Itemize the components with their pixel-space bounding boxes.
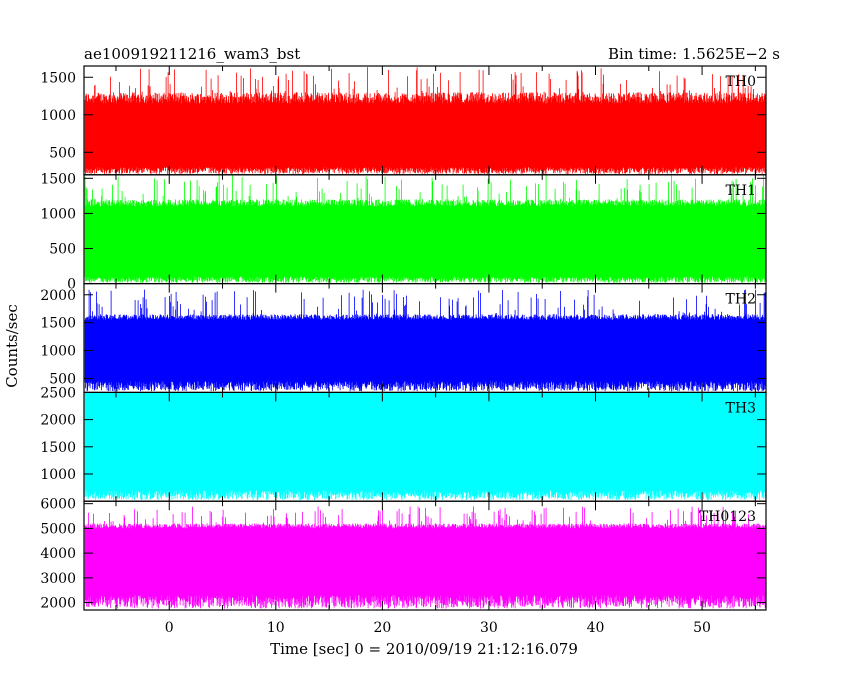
series-line-th0123: [84, 506, 766, 609]
chart-title: ae100919211216_wam3_bst: [84, 45, 300, 63]
panel-th2: 500 1000 1500 2000 TH2: [40, 283, 767, 394]
y-tick-label: 2000: [40, 288, 76, 304]
y-tick-label: 6000: [40, 497, 76, 513]
x-tick-label: 20: [373, 620, 391, 636]
series-line-th2: [84, 289, 766, 392]
y-axis-label: Counts/sec: [3, 304, 21, 388]
x-axis-label: Time [sec] 0 = 2010/09/19 21:12:16.079: [270, 640, 578, 658]
x-tick-label: 0: [165, 620, 174, 636]
y-tick-label: 3000: [40, 571, 76, 587]
y-tick-label: 1000: [40, 467, 76, 483]
panel-name-th2: TH2: [726, 292, 756, 308]
series-line-th3: [84, 392, 766, 501]
y-tick-label: 1500: [40, 316, 76, 332]
x-tick-label: 50: [693, 620, 711, 636]
y-tick-label: 5000: [40, 521, 76, 537]
y-tick-label: 1500: [40, 171, 76, 187]
series-line-th1: [84, 175, 766, 283]
y-tick-label: 1500: [40, 440, 76, 456]
x-tick-label: 40: [587, 620, 605, 636]
panel-name-th0123: TH0123: [699, 509, 756, 525]
panel-name-th1: TH1: [726, 183, 756, 199]
y-tick-label: 2500: [40, 385, 76, 401]
series-line-th0: [84, 67, 766, 174]
y-tick-label: 0: [67, 277, 76, 293]
x-tick-label: 10: [267, 620, 285, 636]
y-tick-label: 1000: [40, 108, 76, 124]
panel-th1: 0 500 1000 1500 TH1: [40, 171, 767, 293]
panel-name-th0: TH0: [726, 74, 756, 90]
panel-th3: 1000 1500 2000 2500 TH3: [40, 385, 767, 502]
y-tick-label: 1500: [40, 70, 76, 86]
x-tick-label: 30: [480, 620, 498, 636]
panel-th0123: 2000 3000 4000 5000 6000 TH0123: [40, 497, 767, 612]
panel-th0: 500 1000 1500 TH0: [40, 65, 767, 176]
panel-name-th3: TH3: [726, 400, 756, 416]
y-tick-label: 2000: [40, 596, 76, 612]
bin-time-label: Bin time: 1.5625E−2 s: [608, 45, 780, 63]
y-tick-label: 2000: [40, 413, 76, 429]
y-tick-label: 500: [49, 242, 76, 258]
y-tick-label: 1000: [40, 344, 76, 360]
y-tick-label: 500: [49, 145, 76, 161]
y-tick-label: 500: [49, 371, 76, 387]
y-tick-label: 1000: [40, 206, 76, 222]
y-tick-label: 4000: [40, 546, 76, 562]
panel-frame: [83, 500, 767, 611]
